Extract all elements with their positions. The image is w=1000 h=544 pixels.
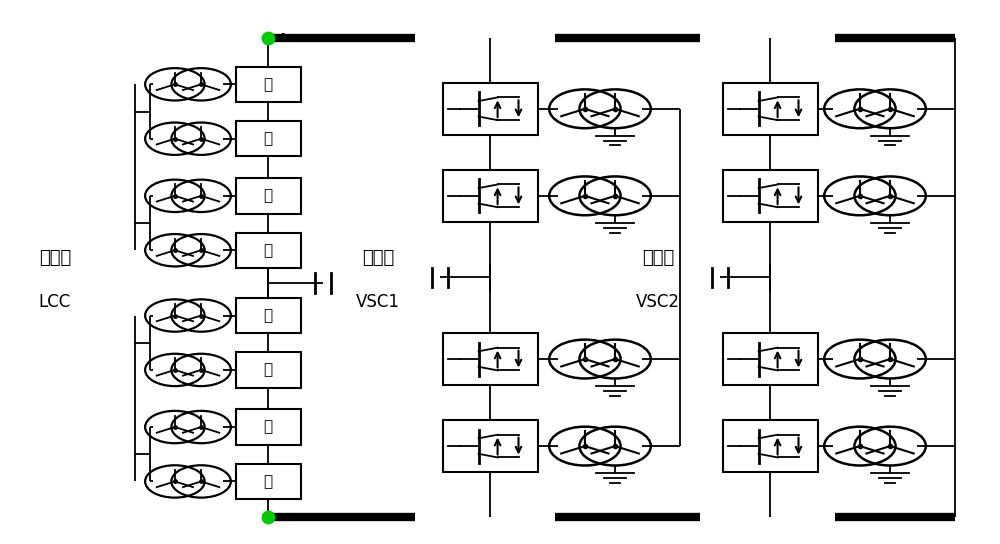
Bar xyxy=(722,170,818,222)
Text: 本: 本 xyxy=(263,474,273,489)
Text: 本: 本 xyxy=(263,419,273,435)
Text: 1: 1 xyxy=(280,32,288,45)
Bar xyxy=(236,233,300,268)
Bar xyxy=(442,170,538,222)
Text: 本: 本 xyxy=(263,131,273,146)
Text: 本: 本 xyxy=(263,308,273,323)
Text: VSC2: VSC2 xyxy=(636,293,680,311)
Bar xyxy=(442,420,538,472)
Bar xyxy=(236,121,300,157)
Text: 本: 本 xyxy=(263,362,273,378)
Bar xyxy=(722,83,818,134)
Bar xyxy=(236,67,300,102)
Text: 本: 本 xyxy=(263,243,273,258)
Bar xyxy=(442,83,538,134)
Bar xyxy=(236,353,300,387)
Text: LCC: LCC xyxy=(39,293,71,311)
Bar xyxy=(236,298,300,333)
Text: 逆变站: 逆变站 xyxy=(642,249,674,268)
Bar xyxy=(236,178,300,213)
Text: 整流站: 整流站 xyxy=(39,249,71,268)
Text: VSC1: VSC1 xyxy=(356,293,400,311)
Bar xyxy=(236,410,300,445)
Bar xyxy=(442,333,538,385)
Text: 逆变站: 逆变站 xyxy=(362,249,394,268)
Bar xyxy=(722,333,818,385)
Text: 本: 本 xyxy=(263,188,273,203)
Bar xyxy=(236,463,300,499)
Text: 本: 本 xyxy=(263,77,273,92)
Bar xyxy=(722,420,818,472)
